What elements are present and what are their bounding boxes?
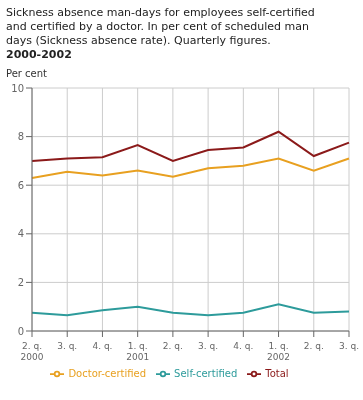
svg-text:4. q.: 4. q.	[92, 341, 112, 351]
svg-text:1. q.2002: 1. q.2002	[267, 341, 290, 362]
svg-text:2. q.: 2. q.	[163, 341, 183, 351]
svg-text:2: 2	[18, 277, 24, 288]
html-text:Per cent: Per cent	[6, 68, 47, 79]
svg-text:4. q.: 4. q.	[233, 341, 253, 351]
svg-text:2. q.2000: 2. q.2000	[21, 341, 44, 362]
svg-text:6: 6	[18, 180, 24, 191]
svg-text:3. q.: 3. q.	[339, 341, 355, 351]
svg-text:2. q.: 2. q.	[304, 341, 324, 351]
svg-text:1. q.2001: 1. q.2001	[126, 341, 149, 362]
svg-text:3. q.: 3. q.	[198, 341, 218, 351]
html-text:days (Sickness absence rate).: days (Sickness absence rate). Quarterly …	[6, 34, 271, 47]
html-text:2000-2002: 2000-2002	[6, 48, 72, 61]
svg-text:8: 8	[18, 131, 24, 142]
html-text:and certified by a doctor. In: and certified by a doctor. In per cent o…	[6, 20, 309, 33]
svg-text:4: 4	[18, 228, 24, 239]
html-text:Self-certified: Self-certified	[174, 368, 238, 379]
html-text:Doctor-certified: Doctor-certified	[68, 368, 147, 379]
svg-text:3. q.: 3. q.	[57, 341, 77, 351]
html-text:Total: Total	[265, 368, 289, 379]
svg-text:10: 10	[11, 83, 24, 94]
svg-text:0: 0	[18, 326, 24, 337]
html-text:Sickness absence man-days for: Sickness absence man-days for employees …	[6, 6, 315, 19]
